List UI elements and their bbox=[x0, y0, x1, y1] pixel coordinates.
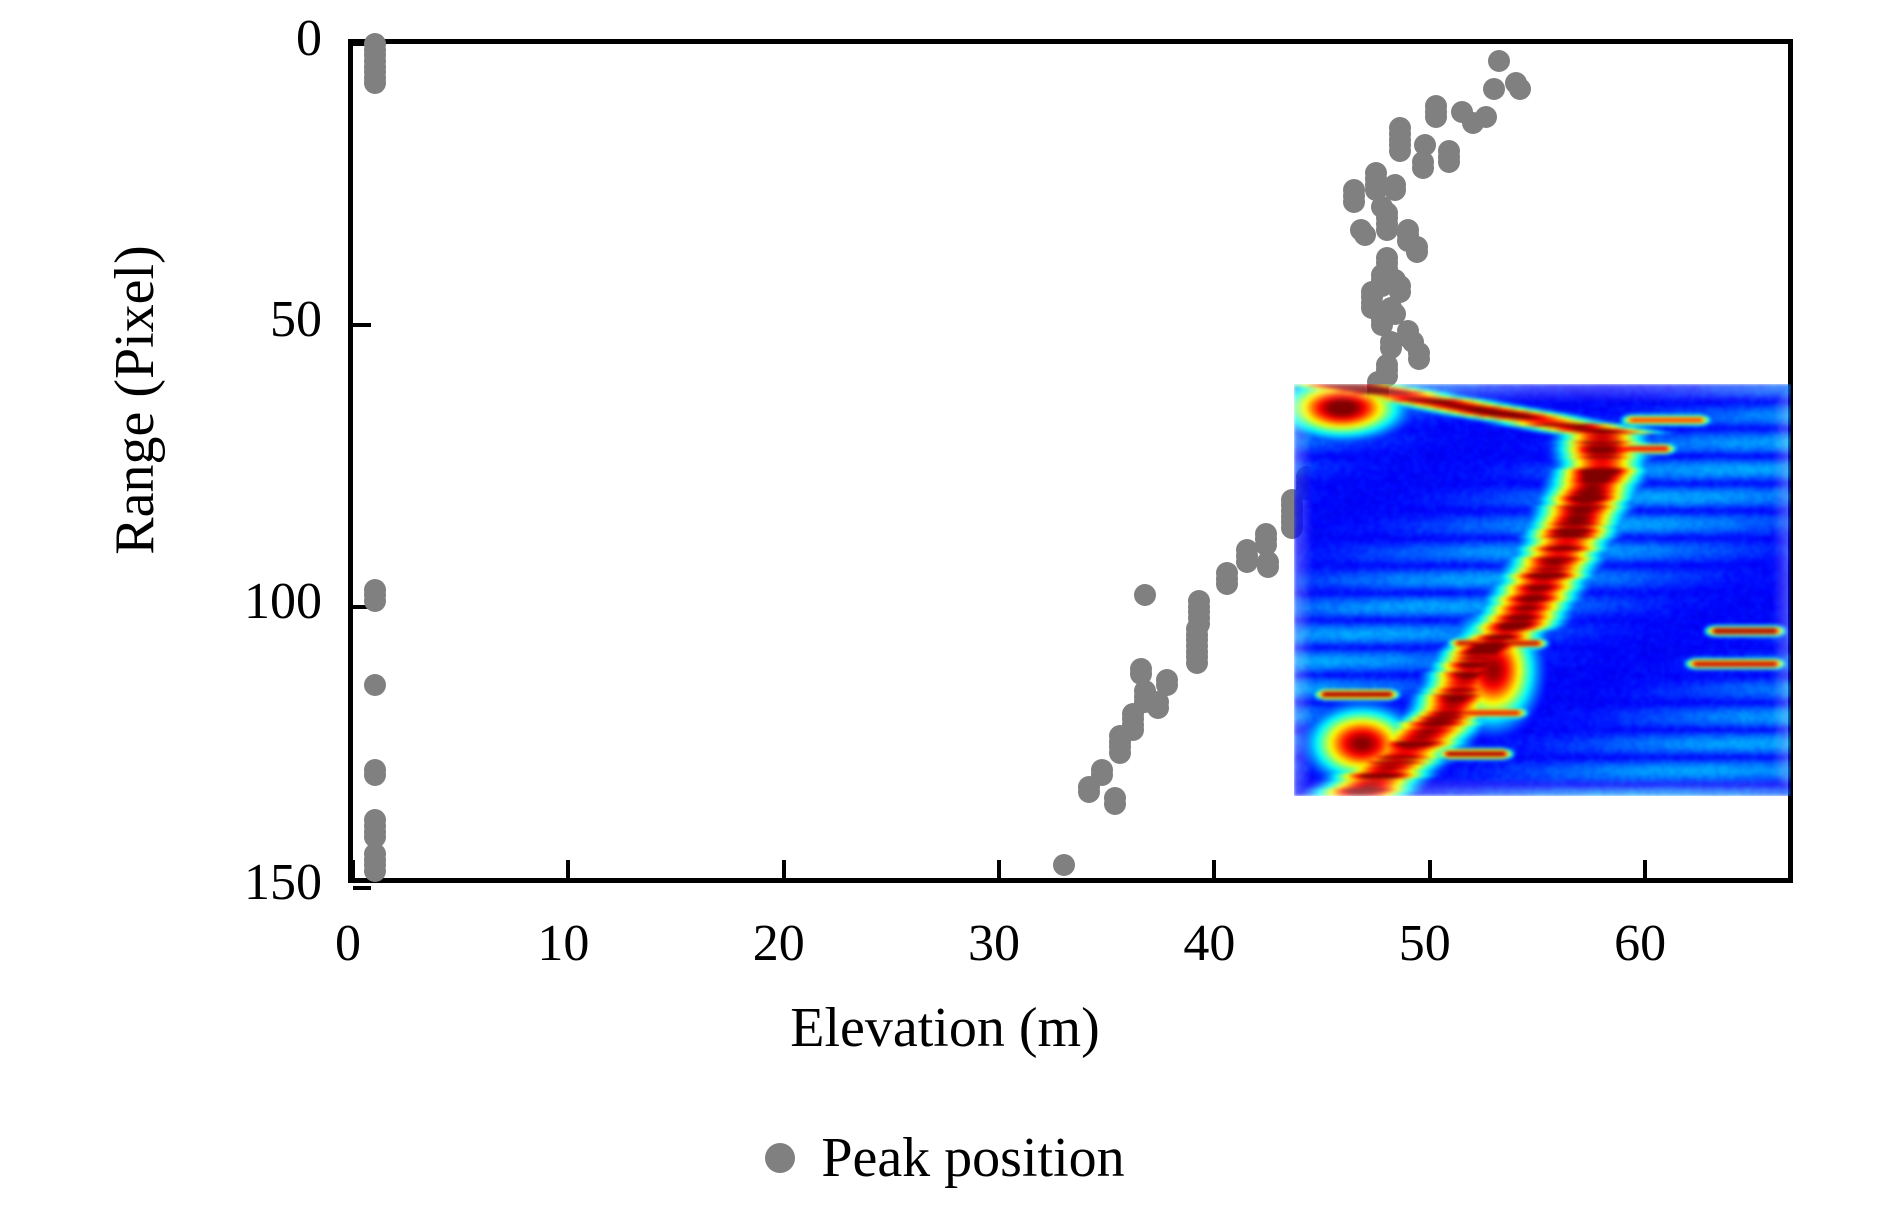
x-axis-label: Elevation (m) bbox=[790, 997, 1100, 1059]
scatter-point bbox=[1108, 741, 1131, 764]
scatter-point bbox=[363, 860, 386, 883]
scatter-point bbox=[1130, 663, 1153, 686]
scatter-point bbox=[1375, 218, 1398, 241]
scatter-point bbox=[1412, 156, 1435, 179]
x-tick-mark bbox=[781, 860, 786, 878]
scatter-point bbox=[1407, 348, 1430, 371]
scatter-point bbox=[1384, 179, 1407, 202]
inset-heatmap bbox=[1294, 384, 1791, 796]
scatter-point bbox=[363, 764, 386, 787]
scatter-point bbox=[1147, 696, 1170, 719]
scatter-point bbox=[1483, 78, 1506, 100]
y-axis-label: Range (Pixel) bbox=[104, 245, 166, 555]
scatter-point bbox=[1216, 573, 1239, 596]
x-tick-label: 10 bbox=[537, 915, 590, 972]
y-tick-label: 150 bbox=[244, 854, 322, 911]
scatter-point bbox=[1134, 584, 1157, 607]
x-tick-mark bbox=[1427, 860, 1432, 878]
scatter-point bbox=[1388, 139, 1411, 162]
scatter-point bbox=[1461, 111, 1484, 134]
x-tick-mark bbox=[1212, 860, 1217, 878]
legend-marker-peak-position bbox=[765, 1143, 796, 1173]
x-tick-label: 50 bbox=[1398, 915, 1451, 972]
scatter-point bbox=[1343, 190, 1366, 213]
x-tick-mark bbox=[566, 860, 571, 878]
scatter-point bbox=[1255, 533, 1278, 556]
scatter-point bbox=[1052, 854, 1075, 877]
scatter-point bbox=[1425, 106, 1448, 129]
scatter-point bbox=[1257, 556, 1280, 579]
y-tick-mark bbox=[353, 323, 371, 328]
scatter-point bbox=[1414, 134, 1437, 157]
scatter-point bbox=[1354, 224, 1377, 247]
scatter-point bbox=[363, 72, 386, 95]
x-tick-label: 20 bbox=[752, 915, 805, 972]
scatter-point bbox=[363, 590, 386, 613]
scatter-point bbox=[1405, 241, 1428, 264]
scatter-point bbox=[1156, 674, 1179, 697]
x-tick-label: 40 bbox=[1183, 915, 1236, 972]
y-tick-label: 50 bbox=[270, 291, 322, 349]
scatter-point bbox=[363, 826, 386, 849]
scatter-point bbox=[1371, 314, 1394, 337]
inset-heatmap-canvas bbox=[1294, 384, 1791, 796]
scatter-point bbox=[1104, 792, 1127, 815]
scatter-point bbox=[1078, 781, 1101, 804]
x-tick-mark bbox=[351, 860, 355, 878]
scatter-point bbox=[1438, 151, 1461, 174]
x-tick-label: 30 bbox=[968, 915, 1021, 972]
y-tick-mark bbox=[353, 886, 371, 890]
scatter-point bbox=[1388, 280, 1411, 303]
y-tick-mark bbox=[353, 42, 371, 46]
y-tick-label: 0 bbox=[296, 10, 322, 67]
x-tick-label: 60 bbox=[1614, 915, 1667, 972]
scatter-point bbox=[1235, 550, 1258, 573]
scatter-point bbox=[363, 674, 386, 697]
x-tick-mark bbox=[1643, 860, 1648, 878]
y-tick-label: 100 bbox=[244, 572, 322, 630]
legend-label-peak-position: Peak position bbox=[821, 1127, 1125, 1189]
scatter-point bbox=[1509, 78, 1532, 100]
scatter-point bbox=[1186, 651, 1209, 674]
scatter-point bbox=[1487, 49, 1510, 72]
legend: Peak position bbox=[0, 1130, 1890, 1186]
x-tick-mark bbox=[997, 860, 1002, 878]
scatter-point bbox=[1379, 336, 1402, 359]
scatter-point bbox=[1364, 179, 1387, 202]
x-tick-label: 0 bbox=[335, 915, 361, 972]
y-tick-mark bbox=[353, 604, 371, 609]
